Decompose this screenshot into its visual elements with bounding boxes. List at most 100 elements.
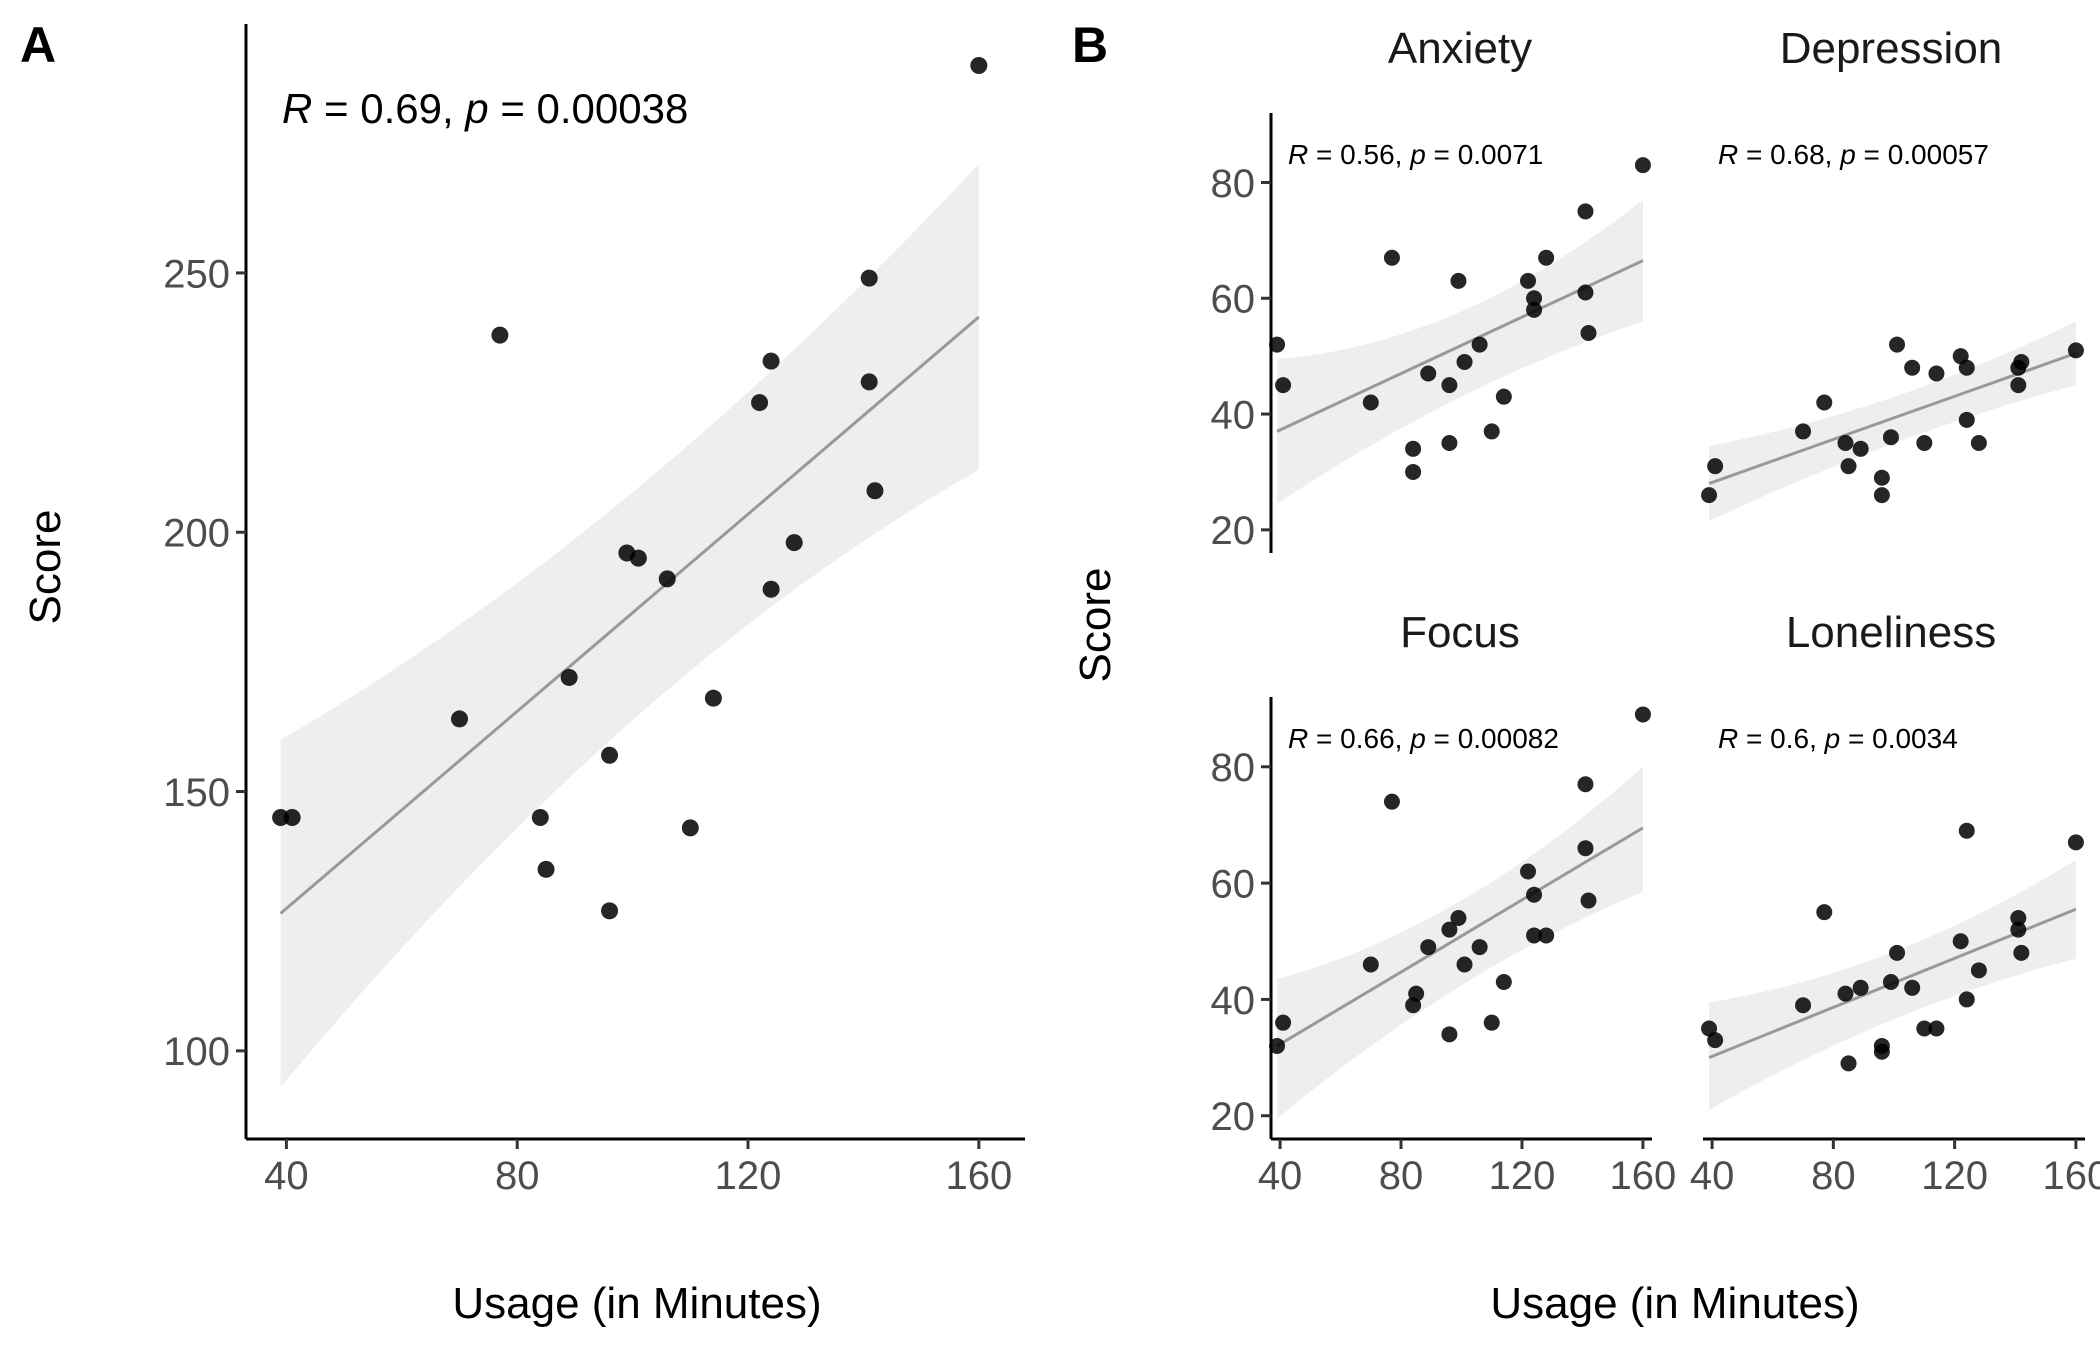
facet-loneliness-point-6 [1852, 979, 1869, 996]
facet-focus-point-14 [1520, 863, 1537, 880]
facet-loneliness-x-tick-label: 160 [2043, 1154, 2100, 1198]
facet-focus-point-17 [1538, 927, 1555, 944]
facet-anxiety-point-2 [1362, 394, 1379, 411]
p-symbol: p [1409, 723, 1426, 754]
facet-anxiety-point-15 [1526, 290, 1543, 307]
panel-a-y-tick-label: 250 [163, 252, 230, 296]
facet-focus-confidence-band [1277, 766, 1643, 1119]
facet-focus-y-tick-label: 40 [1211, 979, 1256, 1023]
facet-anxiety-point-0 [1269, 336, 1286, 353]
facet-anxiety-point-16 [1526, 301, 1543, 318]
facet-anxiety-point-20 [1580, 325, 1597, 341]
facet-anxiety-point-3 [1383, 249, 1400, 266]
facet-depression-point-7 [1873, 469, 1890, 486]
facet-anxiety-confidence-band [1277, 199, 1643, 504]
panel-a-y-tick-label: 100 [163, 1030, 230, 1074]
facet-depression-point-21 [2067, 342, 2084, 359]
panel-a-point-6 [560, 668, 578, 686]
panel-a-point-5 [537, 860, 555, 878]
p-value: = 0.00082 [1426, 723, 1559, 754]
facet-anxiety-point-13 [1495, 388, 1512, 405]
panel-a-point-21 [970, 56, 988, 74]
panel-a-x-tick-label: 160 [945, 1154, 1012, 1198]
facet-depression-point-20 [2013, 353, 2030, 370]
panel-a-point-20 [866, 482, 884, 500]
facet-anxiety-y-tick-label: 80 [1211, 162, 1256, 206]
facet-loneliness-x-tick-label: 80 [1811, 1154, 1856, 1198]
panel-a-point-7 [601, 746, 619, 764]
r-value: = 0.66, [1308, 723, 1410, 754]
facet-focus-point-7 [1441, 921, 1458, 938]
facet-focus-point-12 [1483, 1014, 1500, 1031]
facet-focus-point-5 [1408, 985, 1425, 1002]
facet-focus-point-15 [1526, 886, 1543, 903]
facet-loneliness-point-4 [1837, 985, 1854, 1002]
panel-a-point-8 [601, 902, 619, 920]
facet-loneliness-stat-label: R = 0.6, p = 0.0034 [1718, 723, 1958, 754]
facet-loneliness-point-9 [1882, 973, 1899, 990]
facet-focus-point-0 [1269, 1037, 1286, 1054]
facet-anxiety-point-10 [1456, 353, 1473, 370]
facet-anxiety-point-12 [1483, 423, 1500, 440]
facet-depression-point-11 [1904, 359, 1921, 376]
facet-loneliness-point-17 [1970, 962, 1987, 979]
r-symbol: R [282, 85, 312, 132]
panel-b-y-axis-title: Score [1071, 568, 1120, 683]
panel-letter-a: A [20, 17, 56, 73]
p-symbol: p [463, 85, 488, 132]
facet-focus-regression-line [1276, 826, 1644, 1048]
facet-focus-point-21 [1634, 706, 1651, 723]
panel-a-panel: 100 150 200 250 40 80 120 160 [163, 24, 1025, 1198]
r-value: = 0.6, [1738, 723, 1824, 754]
facet-anxiety-point-21 [1634, 157, 1651, 174]
facet-anxiety-panel: 20 40 60 80 [1211, 113, 1651, 553]
facet-loneliness-point-10 [1889, 944, 1906, 961]
facet-depression-point-12 [1916, 435, 1933, 451]
facet-loneliness-point-5 [1840, 1055, 1857, 1072]
facet-loneliness-x-tick-label: 120 [1921, 1154, 1988, 1198]
panel-a-point-19 [860, 373, 878, 391]
facet-title-loneliness: Loneliness [1786, 608, 1996, 657]
facet-focus-point-3 [1383, 793, 1400, 810]
r-value: = 0.68, [1738, 139, 1840, 170]
facet-focus-point-13 [1495, 973, 1512, 990]
p-value: = 0.00038 [489, 85, 689, 132]
facet-focus-x-tick-label: 120 [1489, 1154, 1556, 1198]
p-symbol: p [1409, 139, 1426, 170]
facet-anxiety-point-9 [1450, 272, 1467, 289]
r-symbol: R [1288, 723, 1308, 754]
facet-depression-point-3 [1816, 394, 1833, 411]
panel-a-point-11 [658, 570, 676, 588]
p-value: = 0.0071 [1426, 139, 1544, 170]
facet-loneliness-point-12 [1916, 1020, 1933, 1037]
r-value: = 0.69, [312, 85, 465, 132]
facet-focus-point-10 [1456, 956, 1473, 973]
panel-a-point-18 [860, 269, 878, 287]
panel-a-point-14 [751, 394, 769, 412]
panel-a-stat-label: R = 0.69, p = 0.00038 [282, 85, 688, 132]
facet-focus-y-tick-label: 20 [1211, 1095, 1256, 1139]
panel-a-point-3 [491, 326, 509, 344]
panel-a-point-1 [283, 808, 301, 826]
panel-a-x-tick-label: 80 [495, 1154, 540, 1198]
facet-anxiety-point-18 [1577, 203, 1594, 220]
facet-loneliness-point-19 [2010, 921, 2027, 938]
facet-focus-y-tick-label: 80 [1211, 746, 1256, 790]
p-value: = 0.0034 [1840, 723, 1958, 754]
p-symbol: p [1824, 723, 1841, 754]
facet-anxiety-point-4 [1405, 440, 1422, 457]
facet-loneliness-point-21 [2067, 834, 2084, 851]
facet-loneliness-point-15 [1958, 822, 1975, 839]
facet-title-anxiety: Anxiety [1388, 24, 1532, 73]
facet-anxiety-point-17 [1538, 249, 1555, 266]
panel-a-y-axis-title: Score [21, 510, 70, 625]
facet-loneliness-point-14 [1952, 933, 1969, 950]
facet-focus-y-tick-label: 60 [1211, 863, 1256, 907]
facet-depression-point-9 [1882, 429, 1899, 446]
facet-title-depression: Depression [1780, 24, 2003, 73]
facet-anxiety-point-8 [1441, 435, 1458, 451]
facet-depression-point-6 [1852, 440, 1869, 457]
facet-depression-point-19 [2010, 377, 2027, 394]
facet-loneliness-point-13 [1928, 1020, 1945, 1037]
panel-a-point-13 [704, 689, 722, 707]
